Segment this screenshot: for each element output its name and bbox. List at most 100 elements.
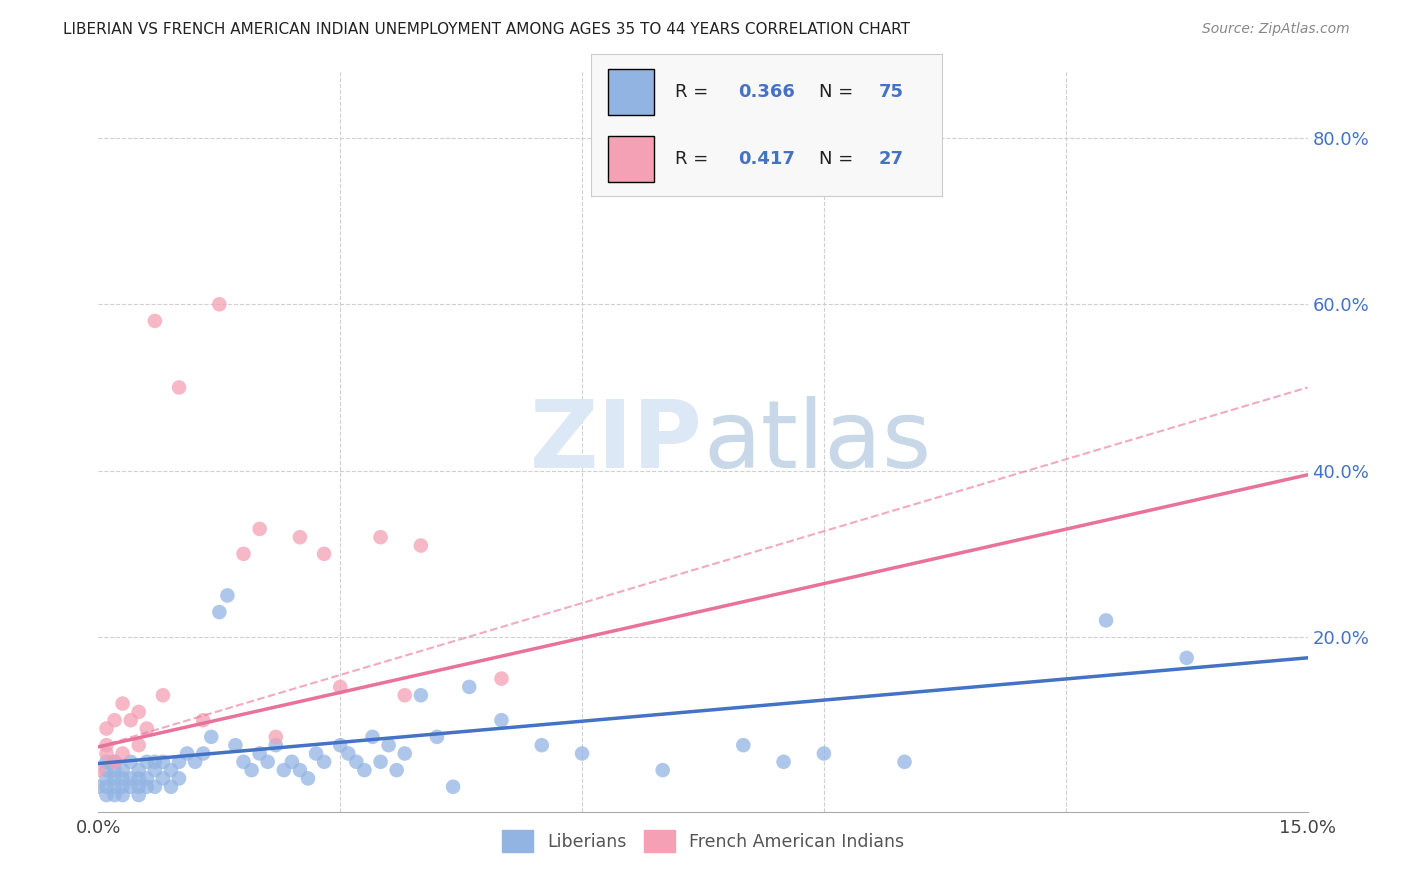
Point <box>152 772 174 786</box>
Point <box>103 763 125 777</box>
Point <box>128 705 150 719</box>
Point <box>281 755 304 769</box>
Point <box>111 747 134 761</box>
Point <box>176 747 198 761</box>
Point <box>329 738 352 752</box>
Point <box>273 763 295 777</box>
Text: LIBERIAN VS FRENCH AMERICAN INDIAN UNEMPLOYMENT AMONG AGES 35 TO 44 YEARS CORREL: LIBERIAN VS FRENCH AMERICAN INDIAN UNEMP… <box>63 22 910 37</box>
Point <box>96 788 118 802</box>
Point <box>143 763 166 777</box>
Text: 0.417: 0.417 <box>738 150 794 168</box>
Text: 75: 75 <box>879 83 904 101</box>
Point <box>167 755 190 769</box>
Text: R =: R = <box>675 150 714 168</box>
Point <box>111 780 134 794</box>
Point <box>232 547 254 561</box>
Point <box>193 713 215 727</box>
Point <box>530 738 553 752</box>
Point <box>135 755 157 769</box>
Point <box>143 780 166 794</box>
Point <box>152 755 174 769</box>
Point <box>111 772 134 786</box>
Point <box>394 688 416 702</box>
Point <box>103 788 125 802</box>
Point <box>249 747 271 761</box>
Point <box>120 780 142 794</box>
Point <box>120 713 142 727</box>
Point <box>135 722 157 736</box>
Point <box>160 763 183 777</box>
FancyBboxPatch shape <box>609 136 654 182</box>
Point <box>120 755 142 769</box>
Point <box>96 763 118 777</box>
FancyBboxPatch shape <box>609 70 654 115</box>
Point <box>96 755 118 769</box>
Point <box>103 772 125 786</box>
Point <box>96 772 118 786</box>
Text: N =: N = <box>818 150 859 168</box>
Text: 0.366: 0.366 <box>738 83 794 101</box>
Point <box>571 747 593 761</box>
Point <box>264 738 287 752</box>
Point <box>128 788 150 802</box>
Point <box>96 780 118 794</box>
Point <box>1095 614 1118 628</box>
Point <box>87 780 110 794</box>
Point <box>337 747 360 761</box>
Point <box>409 688 432 702</box>
Point <box>305 747 328 761</box>
Point <box>370 530 392 544</box>
Point <box>491 713 513 727</box>
Point <box>256 755 278 769</box>
Point <box>458 680 481 694</box>
Point <box>377 738 399 752</box>
Point <box>329 680 352 694</box>
Point <box>135 780 157 794</box>
Point <box>224 738 246 752</box>
Point <box>288 530 311 544</box>
Point <box>184 755 207 769</box>
Point <box>128 780 150 794</box>
Point <box>733 738 755 752</box>
Point <box>143 314 166 328</box>
Point <box>96 722 118 736</box>
Point <box>167 380 190 394</box>
Point <box>240 763 263 777</box>
Point <box>361 730 384 744</box>
Point <box>370 755 392 769</box>
Point <box>111 697 134 711</box>
Point <box>1175 650 1198 665</box>
Point <box>249 522 271 536</box>
Point <box>167 772 190 786</box>
Point <box>208 605 231 619</box>
Point <box>353 763 375 777</box>
Point <box>111 788 134 802</box>
Point <box>491 672 513 686</box>
Point <box>208 297 231 311</box>
Point <box>120 772 142 786</box>
Point <box>135 772 157 786</box>
Point <box>264 730 287 744</box>
Point <box>288 763 311 777</box>
Point <box>128 738 150 752</box>
Point <box>217 589 239 603</box>
Point <box>314 547 336 561</box>
Point <box>111 763 134 777</box>
Text: N =: N = <box>818 83 859 101</box>
Point <box>772 755 794 769</box>
Point <box>344 755 367 769</box>
Point <box>103 780 125 794</box>
Point <box>893 755 915 769</box>
Point <box>232 755 254 769</box>
Point <box>314 755 336 769</box>
Point <box>441 780 464 794</box>
Text: R =: R = <box>675 83 714 101</box>
Point <box>128 763 150 777</box>
Text: 27: 27 <box>879 150 904 168</box>
Point <box>96 747 118 761</box>
Text: Source: ZipAtlas.com: Source: ZipAtlas.com <box>1202 22 1350 37</box>
Point <box>409 539 432 553</box>
Point <box>651 763 673 777</box>
Point <box>160 780 183 794</box>
Point <box>87 763 110 777</box>
